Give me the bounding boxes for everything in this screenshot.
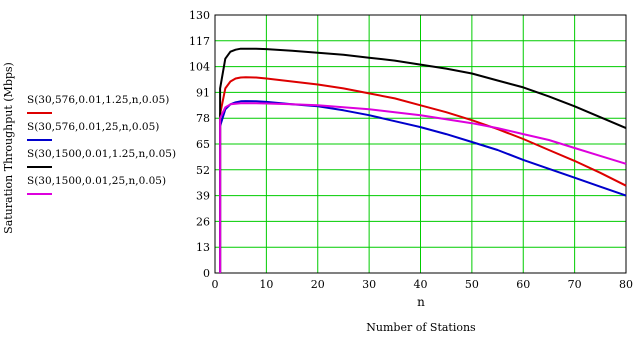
y-tick-label: 26 (196, 215, 210, 228)
legend: S(30,576,0.01,1.25,n,0.05) S(30,576,0.01,… (27, 94, 176, 195)
legend-label-1: S(30,576,0.01,1.25,n,0.05) (27, 94, 169, 106)
y-tick-label: 117 (189, 35, 210, 48)
x-tick-label: 40 (414, 278, 428, 291)
y-tick-label: 91 (196, 86, 210, 99)
legend-label-3: S(30,1500,0.01,1.25,n,0.05) (27, 148, 176, 160)
x-tick-label: 10 (259, 278, 273, 291)
series-line-3 (219, 47, 627, 273)
y-tick-label: 65 (196, 138, 210, 151)
series-line-4 (219, 102, 627, 273)
series-line-1 (219, 76, 627, 273)
x-axis-label: n (417, 295, 425, 309)
y-tick-label: 39 (196, 190, 210, 203)
x-tick-labels: 0 10 20 30 40 50 60 70 80 (212, 278, 634, 291)
y-tick-label: 104 (189, 61, 210, 74)
x-axis-sublabel: Number of Stations (366, 321, 476, 334)
x-tick-label: 20 (311, 278, 325, 291)
y-tick-label: 0 (203, 267, 210, 280)
y-tick-label: 13 (196, 241, 210, 254)
x-tick-label: 50 (465, 278, 479, 291)
x-tick-label: 30 (362, 278, 376, 291)
plot-area (214, 14, 627, 274)
y-tick-label: 78 (196, 112, 210, 125)
y-tick-labels: 0 13 26 39 52 65 78 91 104 117 130 (189, 9, 210, 280)
legend-label-2: S(30,576,0.01,25,n,0.05) (27, 121, 159, 133)
x-tick-label: 60 (516, 278, 530, 291)
x-tick-label: 70 (568, 278, 582, 291)
x-tick-label: 80 (619, 278, 633, 291)
legend-label-4: S(30,1500,0.01,25,n,0.05) (27, 175, 166, 187)
grid-lines (214, 14, 627, 274)
y-axis-label: Saturation Throughput (Mbps) (2, 62, 15, 234)
series-lines (219, 47, 627, 273)
y-tick-label: 130 (189, 9, 210, 22)
x-tick-label: 0 (212, 278, 219, 291)
y-tick-label: 52 (196, 164, 210, 177)
